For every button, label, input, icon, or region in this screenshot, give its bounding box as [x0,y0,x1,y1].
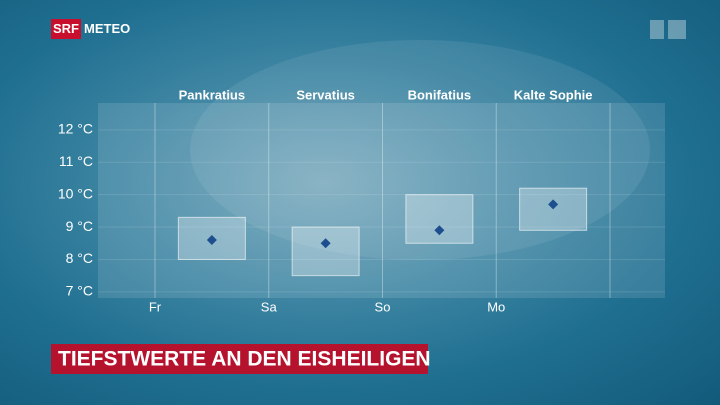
category-label: Kalte Sophie [514,87,593,102]
mean-marker [206,235,217,246]
range-box [405,194,474,244]
mean-marker [320,238,331,249]
y-tick-label: 8 °C [66,250,93,266]
x-tick-label: Fr [149,299,162,314]
background-shape [190,40,650,260]
channel-icon [668,20,686,39]
x-tick-label: So [375,299,391,314]
channel-icon [650,20,664,39]
plot-area [98,103,665,298]
category-label: Pankratius [179,87,245,102]
category-label: Bonifatius [408,87,472,102]
chart-title: TIEFSTWERTE AN DEN EISHEILIGEN [58,348,431,371]
y-tick-label: 10 °C [58,185,93,201]
x-tick-label: Mo [487,299,505,314]
y-tick-label: 9 °C [66,218,93,234]
x-tick-label: Sa [261,299,278,314]
logo: SRF [53,21,79,36]
mean-marker [548,199,559,210]
logo-box [51,19,81,39]
y-tick-label: 11 °C [59,153,93,169]
category-label: Servatius [296,87,355,102]
brand: METEO [84,21,130,36]
range-box [291,226,360,277]
y-tick-label: 12 °C [58,121,93,137]
banner [51,344,428,374]
mean-marker [434,225,445,236]
y-tick-label: 7 °C [66,283,93,299]
